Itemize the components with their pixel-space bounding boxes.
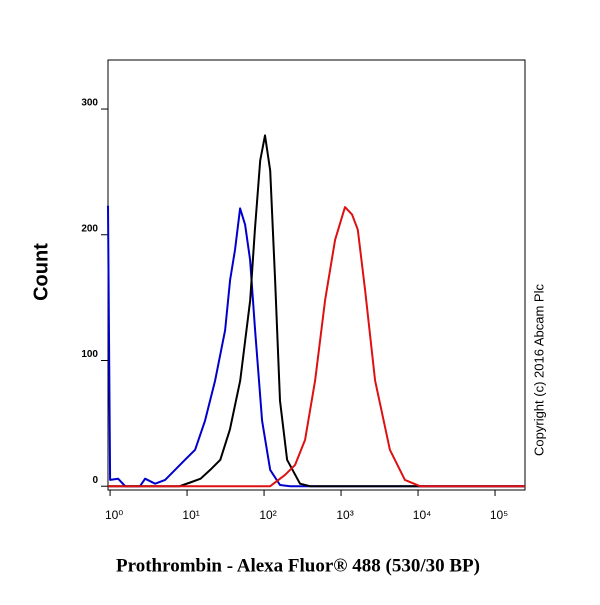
y-axis-label: Count — [30, 243, 52, 301]
copyright: Copyright (c) 2016 Abcam Plc — [531, 284, 546, 456]
x-tick-label: 10³ — [336, 508, 353, 522]
plot-frame — [107, 59, 526, 491]
y-tick-label: 100 — [81, 349, 98, 360]
x-tick-label: 10² — [259, 508, 276, 522]
x-tick-label: 10¹ — [182, 508, 199, 522]
x-axis-label: Prothrombin - Alexa Fluor® 488 (530/30 B… — [116, 555, 480, 576]
histogram-line — [108, 134, 525, 488]
y-tick-label: 200 — [81, 223, 98, 234]
y-tick-label: 300 — [81, 98, 98, 109]
histogram-line — [107, 205, 525, 488]
histogram-line — [108, 206, 525, 488]
x-tick-label: 10⁴ — [413, 508, 432, 522]
x-tick-label: 10⁵ — [490, 508, 508, 522]
y-tick-label: 0 — [92, 475, 98, 486]
x-tick-label: 10⁰ — [105, 508, 123, 522]
